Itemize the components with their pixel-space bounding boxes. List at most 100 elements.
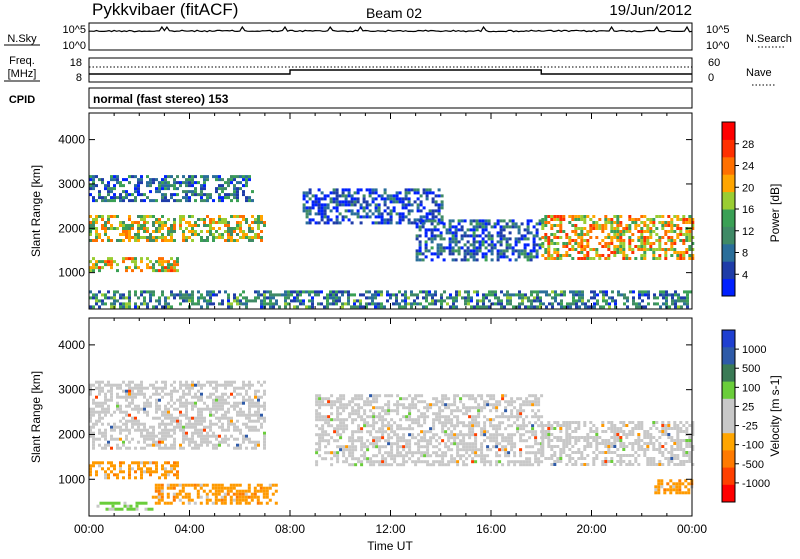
echo-cell: [372, 200, 375, 203]
echo-cell: [399, 191, 402, 194]
echo-cell: [465, 394, 468, 397]
echo-cell: [251, 414, 254, 417]
echo-cell: [372, 394, 375, 397]
echo-cell: [426, 415, 429, 418]
echo-cell: [269, 487, 272, 490]
echo-cell: [206, 290, 209, 293]
echo-cell: [435, 209, 438, 212]
echo-cell: [416, 222, 419, 225]
echo-cell: [176, 181, 179, 184]
echo-cell: [613, 442, 616, 445]
echo-cell: [616, 227, 619, 230]
echo-cell: [640, 230, 643, 233]
echo-cell: [197, 299, 200, 302]
echo-cell: [194, 302, 197, 305]
echo-cell: [467, 299, 470, 302]
ytick-label: 2000: [58, 221, 85, 235]
echo-cell: [381, 221, 384, 224]
echo-cell: [435, 439, 438, 442]
echo-cell: [387, 433, 390, 436]
echo-cell: [435, 200, 438, 203]
echo-cell: [678, 488, 681, 491]
echo-cell: [625, 254, 628, 257]
echo-cell: [318, 403, 321, 406]
echo-cell: [146, 461, 149, 464]
echo-cell: [161, 432, 164, 435]
echo-cell: [619, 460, 622, 463]
echo-cell: [122, 396, 125, 399]
echo-cell: [224, 393, 227, 396]
echo-cell: [583, 239, 586, 242]
echo-cell: [643, 454, 646, 457]
echo-cell: [146, 263, 149, 266]
echo-cell: [593, 290, 596, 293]
echo-cell: [676, 233, 679, 236]
echo-cell: [399, 454, 402, 457]
echo-cell: [577, 233, 580, 236]
echo-cell: [411, 209, 414, 212]
echo-cell: [616, 433, 619, 436]
echo-cell: [396, 463, 399, 466]
echo-cell: [431, 293, 434, 296]
echo-cell: [423, 418, 426, 421]
echo-cell: [405, 451, 408, 454]
echo-cell: [522, 418, 525, 421]
echo-cell: [158, 296, 161, 299]
echo-cell: [128, 464, 131, 467]
echo-cell: [533, 225, 536, 228]
echo-cell: [401, 299, 404, 302]
echo-cell: [550, 433, 553, 436]
echo-cell: [378, 206, 381, 209]
echo-cell: [450, 433, 453, 436]
echo-cell: [113, 423, 116, 426]
echo-cell: [131, 467, 134, 470]
echo-cell: [360, 463, 363, 466]
echo-cell: [449, 293, 452, 296]
echo-cell: [396, 406, 399, 409]
echo-cell: [363, 206, 366, 209]
echo-cell: [152, 429, 155, 432]
echo-cell: [164, 193, 167, 196]
echo-cell: [351, 439, 354, 442]
echo-cell: [140, 461, 143, 464]
echo-cell: [449, 225, 452, 228]
echo-cell: [221, 396, 224, 399]
echo-cell: [390, 448, 393, 451]
echo-cell: [539, 243, 542, 246]
echo-cell: [601, 421, 604, 424]
echo-cell: [559, 221, 562, 224]
echo-cell: [239, 444, 242, 447]
echo-cell: [209, 411, 212, 414]
echo-cell: [122, 390, 125, 393]
echo-cell: [185, 381, 188, 384]
echo-cell: [534, 394, 537, 397]
echo-cell: [468, 397, 471, 400]
echo-cell: [461, 225, 464, 228]
echo-cell: [197, 296, 200, 299]
echo-cell: [482, 231, 485, 234]
echo-cell: [473, 258, 476, 261]
echo-cell: [441, 457, 444, 460]
echo-cell: [519, 403, 522, 406]
echo-cell: [396, 200, 399, 203]
echo-cell: [610, 239, 613, 242]
echo-cell: [586, 215, 589, 218]
echo-cell: [613, 230, 616, 233]
echo-cell: [432, 212, 435, 215]
echo-cell: [534, 397, 537, 400]
echo-cell: [531, 427, 534, 430]
echo-cell: [167, 487, 170, 490]
echo-cell: [562, 215, 565, 218]
echo-cell: [375, 439, 378, 442]
echo-cell: [426, 451, 429, 454]
echo-cell: [239, 490, 242, 493]
echo-cell: [449, 222, 452, 225]
echo-cell: [550, 454, 553, 457]
echo-cell: [384, 403, 387, 406]
echo-cell: [393, 442, 396, 445]
echo-cell: [583, 448, 586, 451]
echo-cell: [311, 290, 314, 293]
echo-cell: [212, 502, 215, 505]
echo-cell: [263, 221, 266, 224]
echo-cell: [530, 249, 533, 252]
